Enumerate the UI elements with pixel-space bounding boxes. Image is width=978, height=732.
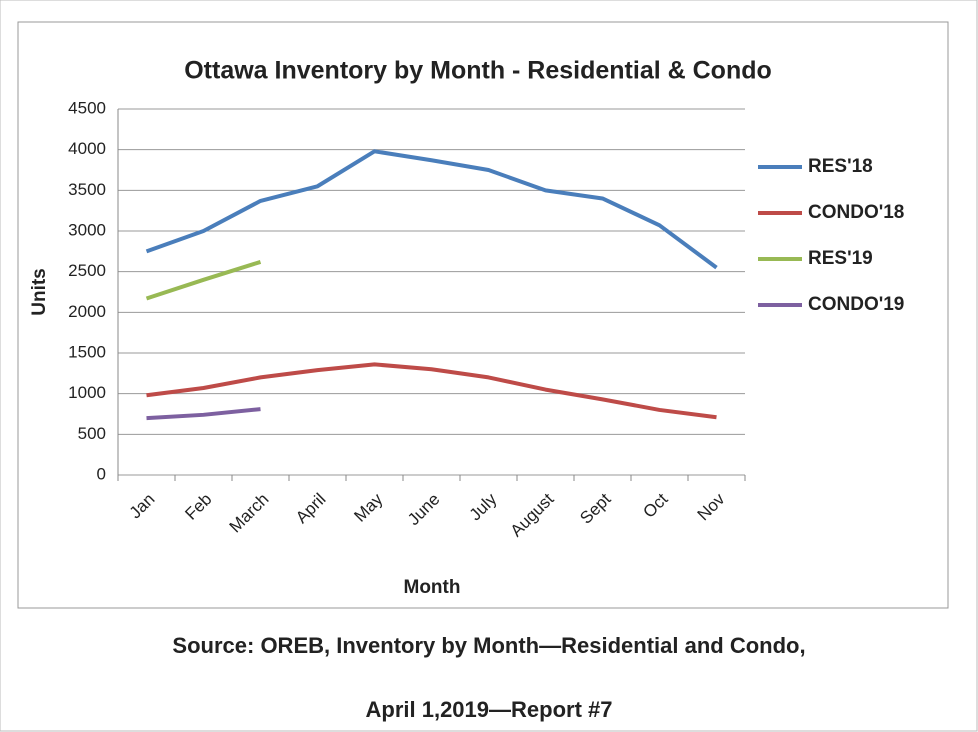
source-line: Source: OREB, Inventory by Month—Residen…: [172, 633, 805, 658]
legend-label: CONDO'19: [808, 294, 904, 315]
series-line: [145, 149, 718, 270]
y-tick-label: 4500: [68, 98, 106, 117]
series-line: [146, 362, 717, 420]
y-tick-label: 2000: [68, 302, 106, 321]
y-tick-label: 3000: [68, 220, 106, 239]
chart-frame: [17, 21, 949, 609]
legend-label: RES'18: [808, 156, 873, 177]
legend-label: CONDO'18: [808, 202, 904, 223]
chart-title: Ottawa Inventory by Month - Residential …: [184, 57, 772, 85]
y-tick-label: 500: [78, 424, 106, 443]
y-tick-label: 3500: [68, 180, 106, 199]
y-tick-label: 1000: [68, 383, 106, 402]
y-tick-label: 1500: [68, 342, 106, 361]
y-tick-label: 0: [97, 464, 106, 483]
y-axis-label: Units: [29, 268, 50, 316]
legend-label: RES'19: [808, 248, 873, 269]
series-line: [146, 407, 261, 421]
series-line: [145, 259, 262, 301]
y-tick-label: 2500: [68, 261, 106, 280]
x-axis-label: Month: [404, 577, 461, 598]
y-tick-label: 4000: [68, 139, 106, 158]
source-line: April 1,2019—Report #7: [366, 697, 613, 722]
